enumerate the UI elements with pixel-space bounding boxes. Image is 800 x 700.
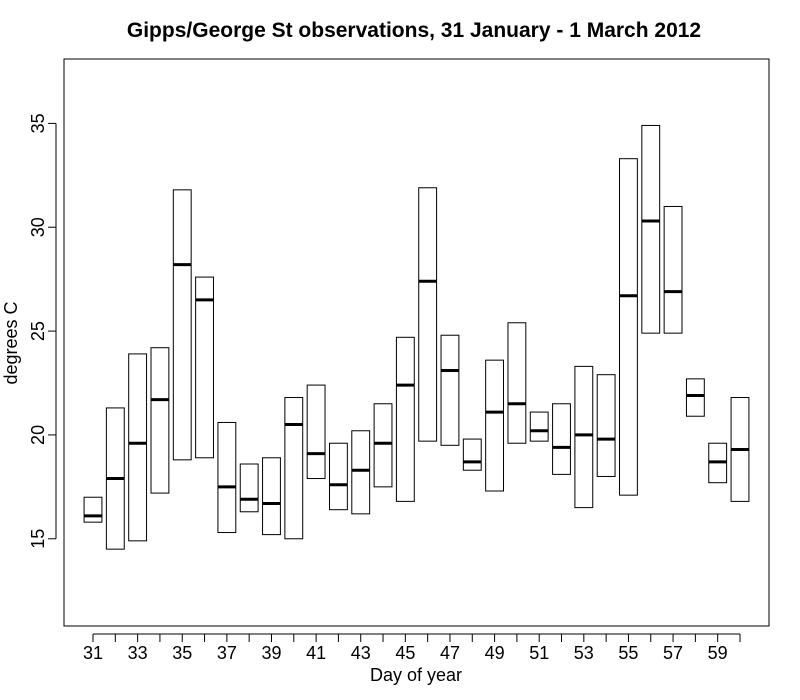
box-day-38	[239, 463, 259, 513]
box-range	[462, 438, 482, 471]
box-day-58	[685, 378, 705, 417]
box-range	[83, 496, 103, 523]
box-day-55	[619, 158, 638, 496]
box-range	[284, 397, 304, 540]
y-tick-label: 25	[28, 321, 48, 341]
box-range	[150, 347, 170, 494]
x-tick-label: 45	[395, 643, 415, 663]
x-tick-label: 43	[351, 643, 371, 663]
box-day-32	[105, 407, 125, 550]
box-range	[663, 205, 683, 334]
y-tick-label: 30	[28, 217, 48, 237]
box-day-56	[641, 124, 661, 334]
y-axis: 15 20 25 30 35	[28, 113, 57, 549]
y-tick-label: 15	[28, 529, 48, 549]
x-tick-label: 49	[485, 643, 505, 663]
box-range	[574, 365, 594, 509]
box-day-48	[462, 438, 482, 471]
chart-title: Gipps/George St observations, 31 January…	[127, 19, 701, 42]
box-day-52	[552, 403, 571, 475]
box-day-53	[574, 365, 594, 509]
x-axis-label: Day of year	[370, 665, 462, 685]
x-tick-label: 35	[172, 643, 192, 663]
box-day-47	[440, 334, 460, 446]
x-tick-label: 37	[217, 643, 237, 663]
box-day-35	[172, 189, 192, 461]
box-series	[83, 124, 750, 550]
box-range	[552, 403, 571, 475]
x-tick-label: 41	[306, 643, 326, 663]
box-range	[172, 189, 192, 461]
box-day-46	[418, 187, 438, 442]
box-day-43	[351, 430, 371, 515]
box-range	[328, 442, 348, 511]
box-day-51	[529, 411, 549, 442]
x-tick-label: 55	[618, 643, 638, 663]
box-range	[195, 276, 214, 459]
box-day-54	[596, 374, 616, 477]
x-tick-label: 57	[663, 643, 683, 663]
x-tick-label: 39	[261, 643, 281, 663]
box-range	[217, 421, 237, 534]
box-day-42	[328, 442, 348, 511]
box-day-50	[507, 322, 527, 444]
box-day-36	[195, 276, 214, 459]
y-axis-label: degrees C	[1, 301, 21, 384]
box-range	[373, 403, 393, 488]
box-range	[529, 411, 549, 442]
box-range	[507, 322, 527, 444]
box-day-44	[373, 403, 393, 488]
x-tick-label: 51	[529, 643, 549, 663]
box-day-60	[730, 397, 750, 502]
box-range	[641, 124, 661, 334]
box-day-37	[217, 421, 237, 534]
x-tick-label: 53	[574, 643, 594, 663]
y-tick-label: 35	[28, 113, 48, 133]
box-range	[440, 334, 460, 446]
box-range	[351, 430, 371, 515]
box-range	[239, 463, 259, 513]
box-range	[685, 378, 705, 417]
box-range	[619, 158, 638, 496]
box-range	[128, 353, 148, 542]
box-range	[485, 359, 505, 492]
box-range	[395, 336, 415, 502]
box-day-31	[83, 496, 103, 523]
box-day-41	[306, 384, 326, 480]
x-tick-label: 47	[440, 643, 460, 663]
box-day-33	[128, 353, 148, 542]
box-range	[306, 384, 326, 480]
x-tick-label: 33	[128, 643, 148, 663]
x-tick-label: 59	[708, 643, 728, 663]
box-day-45	[395, 336, 415, 502]
x-axis: 31 33 35 37 39 41 43 45 47 49 51 53 55 57 59	[83, 633, 741, 663]
box-day-34	[150, 347, 170, 494]
plot-frame	[63, 58, 770, 627]
box-day-57	[663, 205, 683, 334]
x-tick-label: 31	[83, 643, 103, 663]
box-range	[596, 374, 616, 477]
box-day-40	[284, 397, 304, 540]
box-day-39	[262, 457, 281, 536]
box-day-59	[708, 442, 728, 484]
box-range	[262, 457, 281, 536]
box-range	[418, 187, 438, 442]
y-tick-label: 20	[28, 425, 48, 445]
box-day-49	[485, 359, 505, 492]
